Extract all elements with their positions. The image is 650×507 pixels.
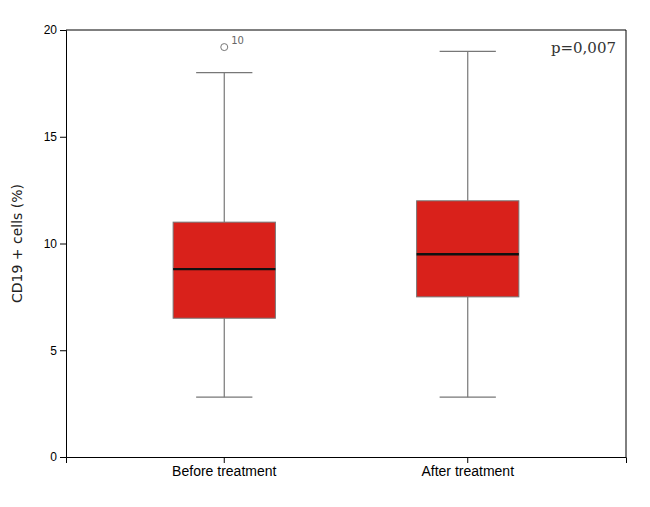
box-group [417,51,519,397]
cap-high [196,72,252,73]
y-tick-label: 10 [44,237,58,251]
annotation: p=0,007 [551,39,616,57]
y-axis-line [60,31,67,458]
cap-low [196,397,252,398]
box-group [173,44,275,398]
y-tick-label: 0 [50,450,57,464]
y-tick-label: 5 [50,344,57,358]
x-tick: Before treatment [172,457,276,479]
whisker-high [467,51,468,200]
whisker-high [224,73,225,222]
median [417,253,519,255]
outlier [221,44,228,51]
cap-high [440,51,496,52]
plot: 0 5 10 15 20 Before treatment After treatment 1… [44,23,627,479]
box [173,222,275,318]
y-tick: 0 [50,450,66,464]
y-tick-mark [60,30,66,31]
outlier-label: 10 [231,35,244,46]
frame-top [66,30,626,31]
frame-right [626,30,627,457]
y-tick-mark [60,350,66,351]
y-tick-mark [60,137,66,138]
y-tick: 5 [50,344,66,358]
y-tick-label: 15 [44,130,58,144]
outlier-labels: 10 [231,35,244,46]
y-tick: 15 [44,130,66,144]
x-tick-label: After treatment [421,463,514,479]
y-tick-label: 20 [44,23,58,37]
whisker-low [224,318,225,397]
x-tick-label: Before treatment [172,463,276,479]
y-tick-mark [60,457,66,458]
whisker-low [467,297,468,397]
y-label: CD19 + cells (%) [9,184,25,303]
x-tick: After treatment [421,457,514,479]
cap-low [440,397,496,398]
y-tick-mark [60,244,66,245]
x-axis-line [67,458,627,464]
y-tick: 10 [44,237,66,251]
y-tick: 20 [44,23,66,37]
box [417,201,519,297]
chart: 0 5 10 15 20 Before treatment After treatment 1… [0,0,650,507]
y-axis: 0 5 10 15 20 [44,23,67,464]
boxes [173,44,519,398]
median [173,268,275,270]
x-axis: Before treatment After treatment [67,457,627,479]
